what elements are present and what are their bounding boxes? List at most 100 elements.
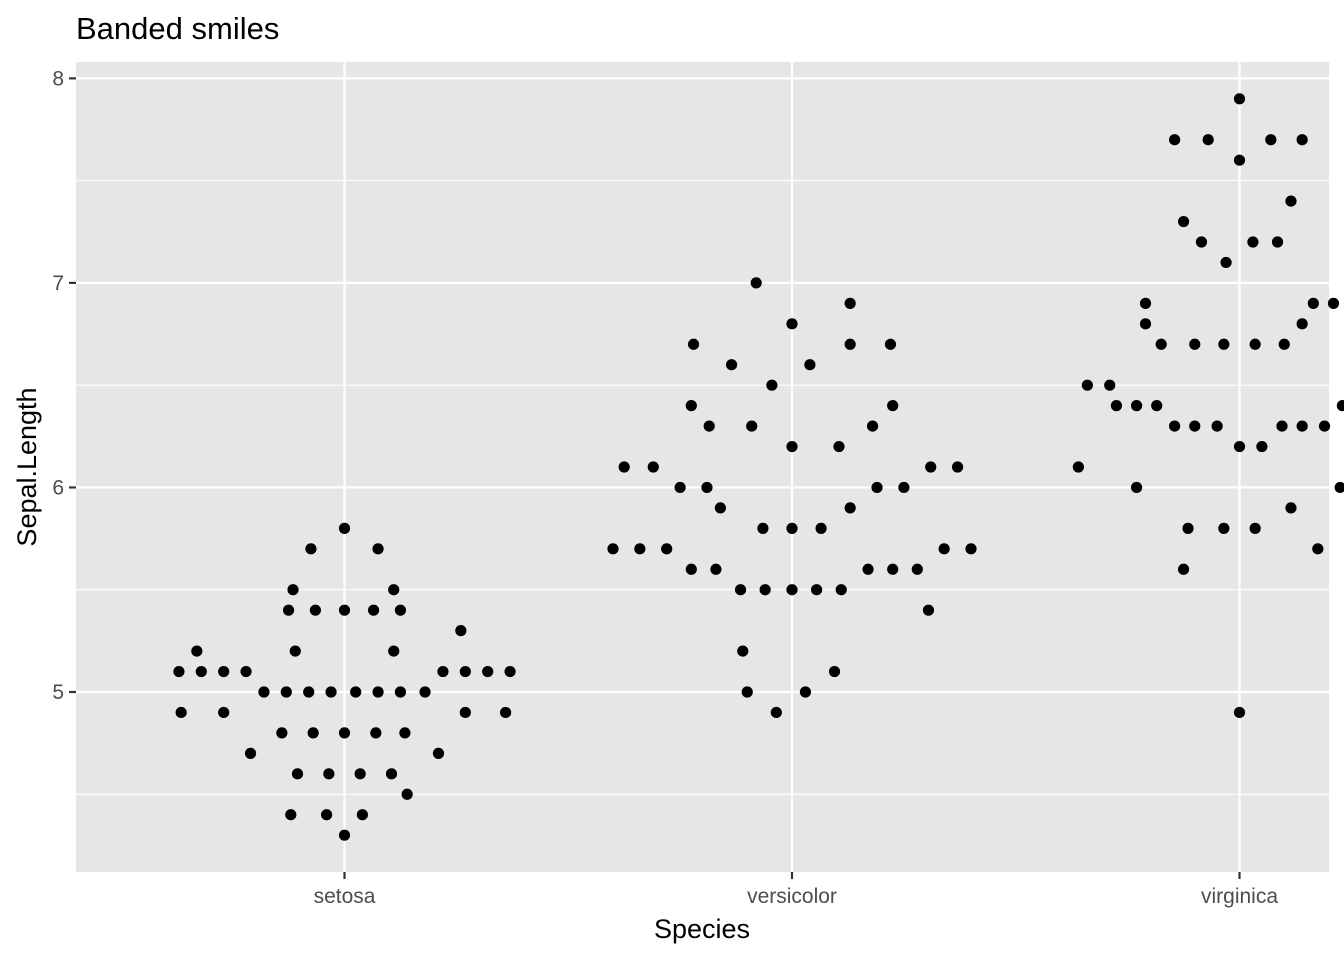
data-point-versicolor: [786, 584, 797, 595]
data-point-setosa: [191, 645, 202, 656]
data-point-virginica: [1218, 339, 1229, 350]
data-point-versicolor: [939, 543, 950, 554]
data-point-setosa: [504, 666, 515, 677]
data-point-versicolor: [898, 482, 909, 493]
data-point-virginica: [1297, 134, 1308, 145]
data-point-setosa: [240, 666, 251, 677]
data-point-virginica: [1308, 298, 1319, 309]
data-point-setosa: [388, 584, 399, 595]
data-point-virginica: [1151, 400, 1162, 411]
data-point-versicolor: [675, 482, 686, 493]
data-point-versicolor: [704, 420, 715, 431]
data-point-versicolor: [607, 543, 618, 554]
data-point-setosa: [455, 625, 466, 636]
data-point-setosa: [370, 727, 381, 738]
plot-panel: [76, 62, 1329, 872]
data-point-versicolor: [952, 461, 963, 472]
data-point-virginica: [1182, 523, 1193, 534]
data-point-versicolor: [766, 380, 777, 391]
data-point-versicolor: [885, 339, 896, 350]
data-point-versicolor: [737, 645, 748, 656]
x-tick-label-virginica: virginica: [1201, 885, 1278, 908]
data-point-setosa: [283, 605, 294, 616]
data-point-versicolor: [887, 400, 898, 411]
data-point-setosa: [399, 727, 410, 738]
data-point-versicolor: [845, 502, 856, 513]
data-point-versicolor: [786, 523, 797, 534]
data-point-versicolor: [701, 482, 712, 493]
data-point-setosa: [285, 809, 296, 820]
data-point-versicolor: [800, 686, 811, 697]
data-point-virginica: [1279, 339, 1290, 350]
data-point-virginica: [1169, 134, 1180, 145]
data-point-virginica: [1234, 155, 1245, 166]
data-point-versicolor: [965, 543, 976, 554]
data-point-setosa: [323, 768, 334, 779]
data-point-setosa: [258, 686, 269, 697]
data-point-virginica: [1234, 93, 1245, 104]
data-point-versicolor: [619, 461, 630, 472]
data-point-virginica: [1178, 564, 1189, 575]
data-point-setosa: [402, 789, 413, 800]
data-point-virginica: [1272, 236, 1283, 247]
data-point-virginica: [1250, 339, 1261, 350]
data-point-virginica: [1335, 482, 1344, 493]
data-point-virginica: [1196, 236, 1207, 247]
data-point-setosa: [276, 727, 287, 738]
data-point-setosa: [305, 543, 316, 554]
data-point-virginica: [1189, 420, 1200, 431]
data-point-versicolor: [923, 605, 934, 616]
data-point-versicolor: [686, 400, 697, 411]
data-point-setosa: [395, 686, 406, 697]
data-point-virginica: [1189, 339, 1200, 350]
data-point-virginica: [1073, 461, 1084, 472]
data-point-setosa: [372, 543, 383, 554]
data-point-setosa: [287, 584, 298, 595]
data-point-versicolor: [925, 461, 936, 472]
data-point-setosa: [433, 748, 444, 759]
data-point-setosa: [292, 768, 303, 779]
data-point-virginica: [1156, 339, 1167, 350]
data-point-virginica: [1285, 502, 1296, 513]
data-point-versicolor: [833, 441, 844, 452]
data-point-virginica: [1256, 441, 1267, 452]
data-point-setosa: [368, 605, 379, 616]
data-point-setosa: [173, 666, 184, 677]
data-point-setosa: [357, 809, 368, 820]
data-point-setosa: [218, 707, 229, 718]
data-point-setosa: [395, 605, 406, 616]
data-point-versicolor: [686, 564, 697, 575]
data-point-virginica: [1319, 420, 1330, 431]
data-point-versicolor: [746, 420, 757, 431]
data-point-virginica: [1178, 216, 1189, 227]
x-tick-label-setosa: setosa: [314, 885, 376, 908]
data-point-versicolor: [912, 564, 923, 575]
data-point-virginica: [1131, 400, 1142, 411]
data-point-virginica: [1218, 523, 1229, 534]
data-point-versicolor: [786, 318, 797, 329]
data-point-setosa: [245, 748, 256, 759]
data-point-versicolor: [845, 298, 856, 309]
data-point-versicolor: [836, 584, 847, 595]
x-axis-title: Species: [654, 914, 750, 944]
data-point-setosa: [310, 605, 321, 616]
data-point-setosa: [460, 666, 471, 677]
y-axis-title: Sepal.Length: [12, 387, 42, 546]
data-point-virginica: [1104, 380, 1115, 391]
data-point-virginica: [1203, 134, 1214, 145]
data-point-versicolor: [661, 543, 672, 554]
chart-title: Banded smiles: [76, 11, 279, 46]
data-point-setosa: [437, 666, 448, 677]
data-point-versicolor: [829, 666, 840, 677]
y-tick-label: 5: [52, 681, 64, 704]
data-point-versicolor: [862, 564, 873, 575]
data-point-versicolor: [786, 441, 797, 452]
data-point-virginica: [1276, 420, 1287, 431]
data-point-versicolor: [648, 461, 659, 472]
data-point-virginica: [1328, 298, 1339, 309]
data-point-setosa: [281, 686, 292, 697]
data-point-virginica: [1082, 380, 1093, 391]
data-point-setosa: [339, 605, 350, 616]
data-point-versicolor: [845, 339, 856, 350]
